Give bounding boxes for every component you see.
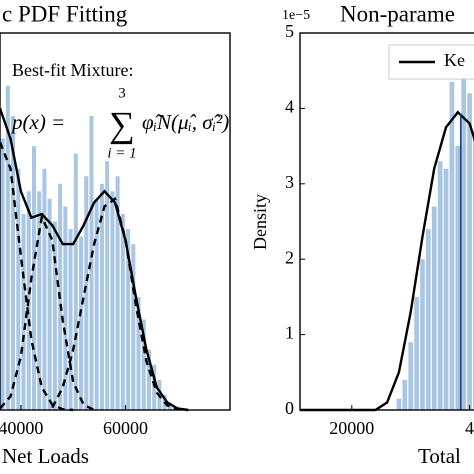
y-tick-label: 2 xyxy=(285,247,294,267)
histogram-bar xyxy=(79,236,84,410)
histogram-bar xyxy=(42,168,47,410)
density-curve xyxy=(0,108,189,412)
histogram-bar xyxy=(16,168,21,410)
histogram-bar xyxy=(105,161,110,410)
histogram-bar xyxy=(146,349,151,410)
histogram-bar xyxy=(408,342,414,410)
component-curve xyxy=(0,212,95,412)
histogram-bar xyxy=(99,183,104,410)
histogram-bar xyxy=(396,398,402,410)
histogram-bar xyxy=(47,198,52,410)
y-offset: 1e−5 xyxy=(282,8,310,23)
histogram-bar xyxy=(84,176,89,410)
histogram-bar xyxy=(431,206,437,410)
y-tick-label: 5 xyxy=(285,21,294,41)
histogram-bar xyxy=(31,146,36,410)
x-tick-label: 40000 xyxy=(0,418,43,438)
histogram-bar xyxy=(402,379,408,410)
chart-title: c PDF Fitting xyxy=(2,1,128,26)
histogram-bar xyxy=(126,229,131,410)
histogram-bar xyxy=(461,48,467,410)
histogram-bar xyxy=(167,402,172,410)
histogram-bar xyxy=(437,161,443,410)
histogram-bar xyxy=(120,213,125,410)
histogram-bar xyxy=(136,296,141,410)
x-tick-label: 4 xyxy=(465,418,474,438)
histogram-bar xyxy=(467,93,472,410)
component-curve xyxy=(51,196,189,412)
legend-label: Ke xyxy=(444,50,465,70)
histogram-bar xyxy=(21,213,26,410)
histogram-bar xyxy=(68,229,73,410)
histogram-bar xyxy=(63,206,68,410)
y-axis-label: Density xyxy=(250,194,270,250)
y-tick-label: 3 xyxy=(285,172,294,192)
formula-upper: 3 xyxy=(118,85,126,101)
y-tick-label: 0 xyxy=(285,398,294,418)
histogram-bar xyxy=(37,191,42,410)
formula-rhs: φ̂ᵢN(μ̂ᵢ, σ̂ᵢ²) xyxy=(142,110,229,134)
formula-sigma: ∑ xyxy=(109,104,135,144)
x-axis-label: Total xyxy=(418,444,461,468)
histogram-bar xyxy=(0,138,5,410)
annotation: Best-fit Mixture: xyxy=(12,60,133,80)
histogram-bar xyxy=(414,296,419,410)
histogram-bar xyxy=(52,221,57,410)
histogram-bar xyxy=(141,319,146,410)
formula-lhs: p(x) = xyxy=(10,110,65,134)
histogram-bar xyxy=(131,244,136,410)
histogram-bar xyxy=(11,115,16,410)
chart-title: Non-parame xyxy=(340,1,455,26)
plot-frame xyxy=(299,32,474,411)
histogram-bar xyxy=(5,85,10,410)
histogram-bar xyxy=(420,259,425,410)
histogram-bar xyxy=(443,168,449,410)
histogram-bar xyxy=(449,82,455,410)
plot-frame xyxy=(0,32,231,411)
x-tick-label: 20000 xyxy=(329,418,374,438)
histogram-bar xyxy=(110,191,115,410)
histogram-bar xyxy=(115,176,120,410)
histogram-bar xyxy=(455,146,461,410)
component-curve xyxy=(0,141,74,412)
x-axis-label: Net Loads xyxy=(2,444,89,468)
y-tick-label: 1 xyxy=(285,323,294,343)
histogram-bar xyxy=(94,198,99,410)
histogram-bar xyxy=(73,153,78,410)
y-tick-label: 4 xyxy=(285,97,294,117)
x-tick-label: 60000 xyxy=(103,418,148,438)
histogram-bar xyxy=(426,229,431,410)
formula-lower: i = 1 xyxy=(107,145,136,161)
